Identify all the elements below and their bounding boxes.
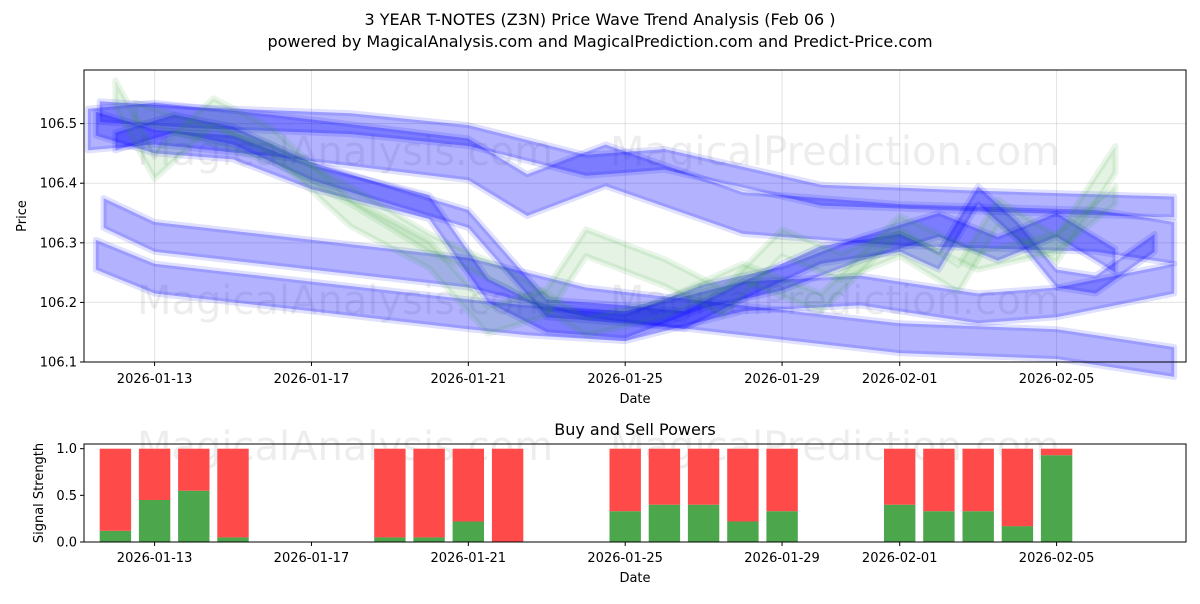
- signal-x-tick-label: 2026-01-25: [587, 551, 663, 566]
- price-y-ticks: 106.1 106.2 106.3 106.4 106.5: [40, 117, 84, 371]
- signal-x-tick-label: 2026-01-13: [117, 551, 193, 566]
- price-x-axis-label: Date: [619, 392, 650, 407]
- sell-bar: [491, 448, 524, 542]
- chart-subtitle: powered by MagicalAnalysis.com and Magic…: [267, 32, 932, 51]
- buy-bar: [1001, 526, 1034, 542]
- watermark-analysis-mid: MagicalAnalysis.com: [137, 278, 553, 324]
- sell-bar: [1040, 448, 1073, 456]
- price-y-tick-label: 106.5: [40, 117, 77, 132]
- buy-bar: [138, 500, 171, 542]
- sell-bar: [727, 448, 759, 522]
- price-x-tick-label: 2026-01-13: [117, 372, 193, 387]
- signal-x-ticks: 2026-01-13 2026-01-17 2026-01-21 2026-01-25…: [117, 542, 1095, 566]
- sell-bar: [413, 448, 445, 538]
- sell-bar: [217, 448, 249, 538]
- price-grid: [84, 70, 1186, 363]
- sell-bar: [374, 448, 406, 538]
- chart-title: 3 YEAR T-NOTES (Z3N) Price Wave Trend An…: [364, 10, 835, 29]
- signal-y-tick-label: 0.0: [56, 536, 77, 551]
- signal-bars: [99, 448, 1073, 542]
- signal-y-axis-label: Signal Strength: [32, 443, 47, 543]
- sell-bar: [452, 448, 484, 522]
- buy-sell-powers-chart: Buy and Sell Powers MagicalAnalysis.com …: [32, 420, 1187, 586]
- price-x-tick-label: 2026-01-25: [587, 372, 663, 387]
- price-wave-band-wave-green-2: [132, 99, 1119, 339]
- price-y-tick-label: 106.3: [40, 236, 77, 251]
- watermark-analysis-top: MagicalAnalysis.com: [137, 129, 553, 175]
- signal-x-axis-label: Date: [619, 571, 650, 586]
- price-x-tick-label: 2026-01-21: [431, 372, 507, 387]
- buy-bar: [884, 504, 916, 542]
- buy-bar: [99, 530, 132, 542]
- price-wave-band-wave-5: [92, 108, 1119, 342]
- signal-y-tick-label: 1.0: [56, 442, 77, 457]
- price-wave-band-wave-6: [112, 111, 1158, 333]
- buy-bar: [217, 537, 249, 542]
- sell-bar: [884, 448, 916, 505]
- sell-bar: [923, 448, 955, 512]
- sell-bar: [138, 448, 171, 500]
- price-wave-band-wave-3: [100, 195, 1178, 380]
- buy-bar: [962, 511, 994, 542]
- signal-y-ticks: 0.0 0.5 1.0: [56, 442, 84, 551]
- buy-bar: [413, 537, 445, 542]
- sell-bar: [766, 448, 798, 512]
- price-wave-chart: MagicalAnalysis.com MagicalPrediction.co…: [15, 69, 1187, 407]
- sell-bar: [178, 448, 210, 491]
- price-x-tick-label: 2026-02-05: [1019, 372, 1095, 387]
- buy-bar: [374, 537, 406, 542]
- buy-bar: [766, 511, 798, 542]
- buy-bar: [609, 511, 641, 542]
- signal-x-tick-label: 2026-01-21: [431, 551, 507, 566]
- price-wave-band-wave-2: [92, 236, 1178, 345]
- signal-x-tick-label: 2026-01-29: [744, 551, 820, 566]
- sell-bar: [609, 448, 641, 512]
- signal-x-tick-label: 2026-02-05: [1019, 551, 1095, 566]
- sell-bar: [962, 448, 994, 512]
- signal-plot-frame: [83, 443, 1187, 543]
- buy-bar: [923, 511, 955, 542]
- sell-bar: [1001, 448, 1034, 527]
- buy-bar: [727, 521, 759, 542]
- watermark-prediction-top: MagicalPrediction.com: [610, 129, 1060, 175]
- price-wave-bands: [84, 77, 1178, 380]
- price-wave-band-wave-1: [84, 99, 1178, 267]
- price-wave-band-wave-4: [96, 98, 1178, 221]
- buy-sell-title: Buy and Sell Powers: [554, 420, 716, 439]
- sell-bar: [687, 448, 720, 505]
- price-wave-band-wave-green-1: [112, 77, 1119, 337]
- price-watermarks: MagicalAnalysis.com MagicalPrediction.co…: [137, 129, 1060, 324]
- buy-bar: [687, 504, 720, 542]
- buy-bar: [648, 504, 681, 542]
- buy-bar: [178, 490, 210, 542]
- signal-x-tick-label: 2026-01-17: [274, 551, 350, 566]
- sell-bar: [648, 448, 681, 505]
- price-y-axis-label: Price: [15, 200, 30, 232]
- buy-bar: [1040, 455, 1073, 542]
- price-x-tick-label: 2026-01-17: [274, 372, 350, 387]
- signal-x-tick-label: 2026-02-01: [862, 551, 938, 566]
- price-plot-area: [84, 70, 1186, 362]
- price-x-ticks: 2026-01-13 2026-01-17 2026-01-21 2026-01-25…: [117, 362, 1095, 387]
- price-plot-frame: [83, 69, 1187, 363]
- signal-y-tick-label: 0.5: [56, 489, 77, 504]
- price-x-tick-label: 2026-02-01: [862, 372, 938, 387]
- watermark-prediction-mid: MagicalPrediction.com: [610, 278, 1060, 324]
- buy-bar: [452, 521, 484, 542]
- price-x-tick-label: 2026-01-29: [744, 372, 820, 387]
- sell-bar: [99, 448, 132, 531]
- price-y-tick-label: 106.4: [40, 177, 77, 192]
- price-y-tick-label: 106.2: [40, 296, 77, 311]
- price-y-tick-label: 106.1: [40, 356, 77, 371]
